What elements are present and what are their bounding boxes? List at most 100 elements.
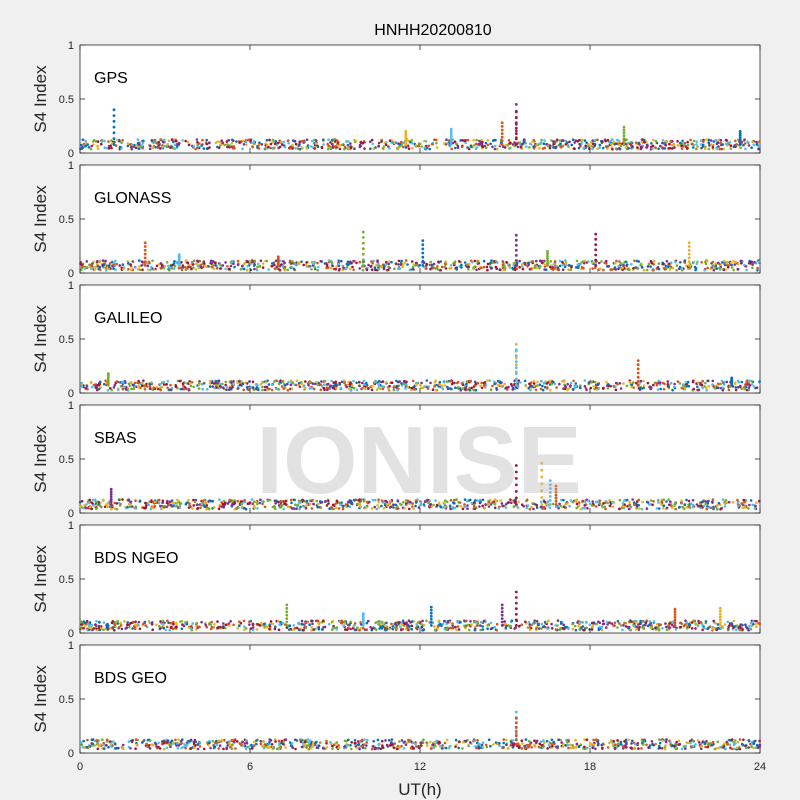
data-point <box>405 383 408 387</box>
data-point <box>680 501 683 505</box>
data-point <box>197 266 201 270</box>
data-point <box>209 627 213 631</box>
data-point <box>161 622 165 626</box>
data-point <box>374 268 377 272</box>
data-point <box>194 147 197 151</box>
data-point <box>591 142 595 145</box>
data-point <box>297 622 301 626</box>
data-point <box>173 260 176 263</box>
data-point <box>340 619 344 623</box>
data-point <box>667 385 670 389</box>
data-point <box>535 627 538 630</box>
data-point <box>248 620 251 623</box>
data-point <box>561 268 565 272</box>
data-point <box>175 504 179 508</box>
data-point <box>189 384 193 388</box>
data-point <box>657 267 661 271</box>
data-point <box>156 146 160 149</box>
data-point <box>377 380 381 383</box>
data-point <box>96 260 99 263</box>
data-point <box>332 138 336 141</box>
data-point <box>300 619 304 623</box>
data-point <box>652 268 655 272</box>
data-point <box>541 388 545 392</box>
data-point <box>556 266 560 270</box>
data-point <box>90 623 93 627</box>
data-point <box>337 262 340 266</box>
data-point <box>351 265 354 269</box>
data-point <box>282 387 286 390</box>
y-tick-label: 0 <box>68 268 74 280</box>
data-point <box>449 379 452 383</box>
data-point <box>195 138 199 141</box>
data-point <box>629 141 633 144</box>
data-point <box>149 268 152 272</box>
data-point-spike <box>687 241 691 245</box>
data-point-spike <box>673 613 677 616</box>
data-point <box>683 259 687 262</box>
data-point-spike <box>514 612 518 616</box>
data-point <box>294 263 297 267</box>
data-point-spike <box>594 232 598 236</box>
data-point <box>96 264 100 268</box>
data-point <box>541 261 544 265</box>
data-point <box>552 380 555 384</box>
data-point <box>540 379 543 383</box>
data-point <box>496 383 500 387</box>
data-point <box>403 622 407 626</box>
data-point <box>634 141 638 144</box>
data-point <box>585 626 588 629</box>
data-point <box>733 382 737 386</box>
data-point <box>435 141 438 145</box>
data-point <box>578 386 582 389</box>
data-point <box>599 267 602 270</box>
data-point-spike <box>106 372 110 375</box>
data-point-spike <box>514 354 518 358</box>
data-point <box>474 388 478 392</box>
data-point <box>527 386 530 390</box>
data-point <box>107 140 110 143</box>
data-point <box>567 268 570 272</box>
data-point <box>396 267 400 271</box>
data-point <box>159 383 162 386</box>
data-point <box>711 498 715 501</box>
data-point <box>317 265 320 269</box>
data-point <box>581 260 585 264</box>
data-point <box>202 147 206 150</box>
data-point <box>687 384 691 388</box>
data-point <box>376 260 379 264</box>
data-point <box>723 263 727 267</box>
data-point <box>574 628 578 632</box>
data-point <box>712 268 716 272</box>
data-point <box>126 621 129 624</box>
data-point <box>580 140 584 144</box>
data-point <box>411 386 414 390</box>
data-point <box>523 379 527 383</box>
data-point <box>305 138 309 142</box>
data-point <box>369 265 373 268</box>
data-point <box>127 262 130 265</box>
data-point <box>657 262 661 265</box>
data-point <box>317 627 321 631</box>
data-point <box>332 386 336 390</box>
data-point <box>274 625 277 628</box>
data-point <box>157 498 161 502</box>
data-point <box>601 146 605 150</box>
data-point <box>668 268 672 271</box>
data-point <box>278 623 282 626</box>
data-point <box>331 620 335 623</box>
data-point <box>739 259 743 263</box>
data-point <box>397 263 400 266</box>
data-point-spike <box>285 624 289 627</box>
data-point <box>527 261 530 265</box>
data-point <box>349 744 352 747</box>
y-tick-label: 0 <box>68 148 74 160</box>
data-point <box>436 624 440 628</box>
data-point <box>640 265 644 269</box>
data-point <box>283 269 287 272</box>
data-point <box>733 263 736 266</box>
data-point <box>228 144 232 147</box>
data-point <box>375 263 378 267</box>
data-point <box>310 619 313 623</box>
